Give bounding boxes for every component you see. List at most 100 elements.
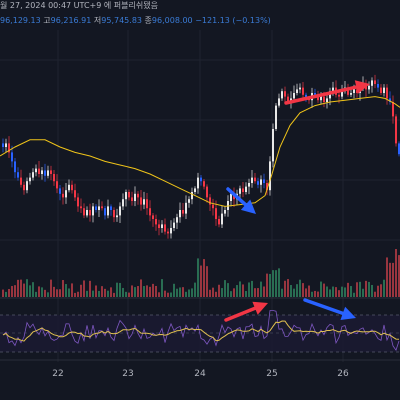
volume-bar — [185, 291, 187, 297]
volume-bar — [353, 292, 355, 297]
volume-bar — [326, 286, 328, 297]
rsi-average-line — [2, 320, 400, 342]
high-value: 96,216.91 — [50, 16, 92, 25]
volume-bar — [29, 285, 31, 297]
volume-bar — [74, 292, 76, 297]
volume-bar — [290, 285, 292, 297]
candle-body — [260, 179, 262, 185]
volume-bar — [215, 291, 217, 297]
date-tick-label: 22 — [52, 369, 63, 379]
volume-bar — [23, 283, 25, 297]
red-arrow-indicator — [224, 301, 268, 322]
candle-body — [140, 197, 142, 205]
candle-body — [56, 181, 58, 189]
candle-body — [263, 179, 265, 183]
volume-bar — [98, 290, 100, 297]
candle-body — [134, 193, 136, 201]
candle-body — [155, 219, 157, 225]
volume-bar — [374, 291, 376, 297]
volume-bar — [35, 291, 37, 297]
candle-body — [137, 193, 139, 198]
volume-bar — [5, 291, 7, 297]
volume-bar — [14, 285, 16, 297]
volume-bar — [80, 284, 82, 297]
volume-bar — [311, 291, 313, 297]
candle-body — [119, 206, 121, 216]
candle-body — [251, 177, 253, 183]
volume-bar — [50, 279, 52, 297]
candle-body — [374, 80, 376, 84]
candle-body — [182, 210, 184, 214]
candle-body — [95, 206, 97, 210]
volume-bar — [344, 287, 346, 297]
volume-bar — [371, 284, 373, 297]
volume-bar — [149, 286, 151, 297]
volume-bar — [134, 287, 136, 297]
candle-body — [8, 143, 10, 153]
blue-arrow-indicator — [303, 298, 356, 320]
candle-body — [125, 192, 127, 200]
volume-bar — [314, 290, 316, 297]
volume-bar — [179, 287, 181, 297]
volume-bar — [278, 268, 280, 297]
candle-body — [230, 193, 232, 201]
arrow-head — [240, 199, 256, 214]
candle-body — [35, 168, 37, 173]
volume-bar — [8, 289, 10, 297]
candle-body — [254, 177, 256, 182]
volume-bar — [11, 286, 13, 297]
moving-average-line — [0, 96, 400, 207]
candle-body — [353, 89, 355, 93]
volume-bar — [356, 282, 358, 297]
volume-bar — [86, 290, 88, 297]
volume-bar — [383, 279, 385, 297]
date-tick-label: 26 — [337, 369, 349, 379]
volume-bar — [47, 292, 49, 297]
high-label: 고 — [43, 16, 51, 25]
volume-bar — [188, 289, 190, 297]
candle-body — [143, 199, 145, 205]
candle-body — [122, 199, 124, 207]
volume-bar — [227, 283, 229, 297]
candle-body — [215, 208, 217, 219]
candle-body — [338, 94, 340, 97]
candle-body — [284, 91, 286, 97]
volume-bar — [269, 273, 271, 297]
blue-arrow-price — [226, 187, 256, 214]
candle-body — [23, 184, 25, 191]
candle-body — [386, 87, 388, 99]
volume-bar — [347, 282, 349, 297]
volume-bar — [359, 281, 361, 297]
volume-bar — [41, 287, 43, 297]
candle-body — [188, 199, 190, 203]
volume-bar — [239, 281, 241, 297]
arrow-head — [354, 80, 370, 94]
volume-bar — [245, 291, 247, 297]
candle-body — [89, 210, 91, 216]
candle-body — [158, 224, 160, 228]
date-tick-label: 24 — [194, 369, 206, 379]
volume-bar — [62, 280, 64, 297]
candle-body — [377, 84, 379, 88]
volume-bar — [230, 291, 232, 297]
candle-body — [80, 206, 82, 209]
volume-bar — [281, 288, 283, 297]
candle-body — [167, 231, 169, 234]
volume-bar — [272, 270, 274, 297]
volume-bar — [104, 288, 106, 297]
volume-bar — [140, 279, 142, 297]
volume-bar — [128, 292, 130, 297]
volume-bar — [113, 292, 115, 297]
volume-bars — [2, 249, 400, 297]
candle-body — [242, 188, 244, 192]
volume-bar — [158, 292, 160, 297]
volume-bar — [17, 279, 19, 297]
volume-bar — [242, 284, 244, 297]
volume-bar — [251, 280, 253, 297]
open-value: 96,129.13 — [0, 16, 41, 25]
candle-body — [17, 172, 19, 178]
candle-body — [152, 215, 154, 219]
volume-bar — [146, 285, 148, 297]
volume-bar — [296, 284, 298, 297]
